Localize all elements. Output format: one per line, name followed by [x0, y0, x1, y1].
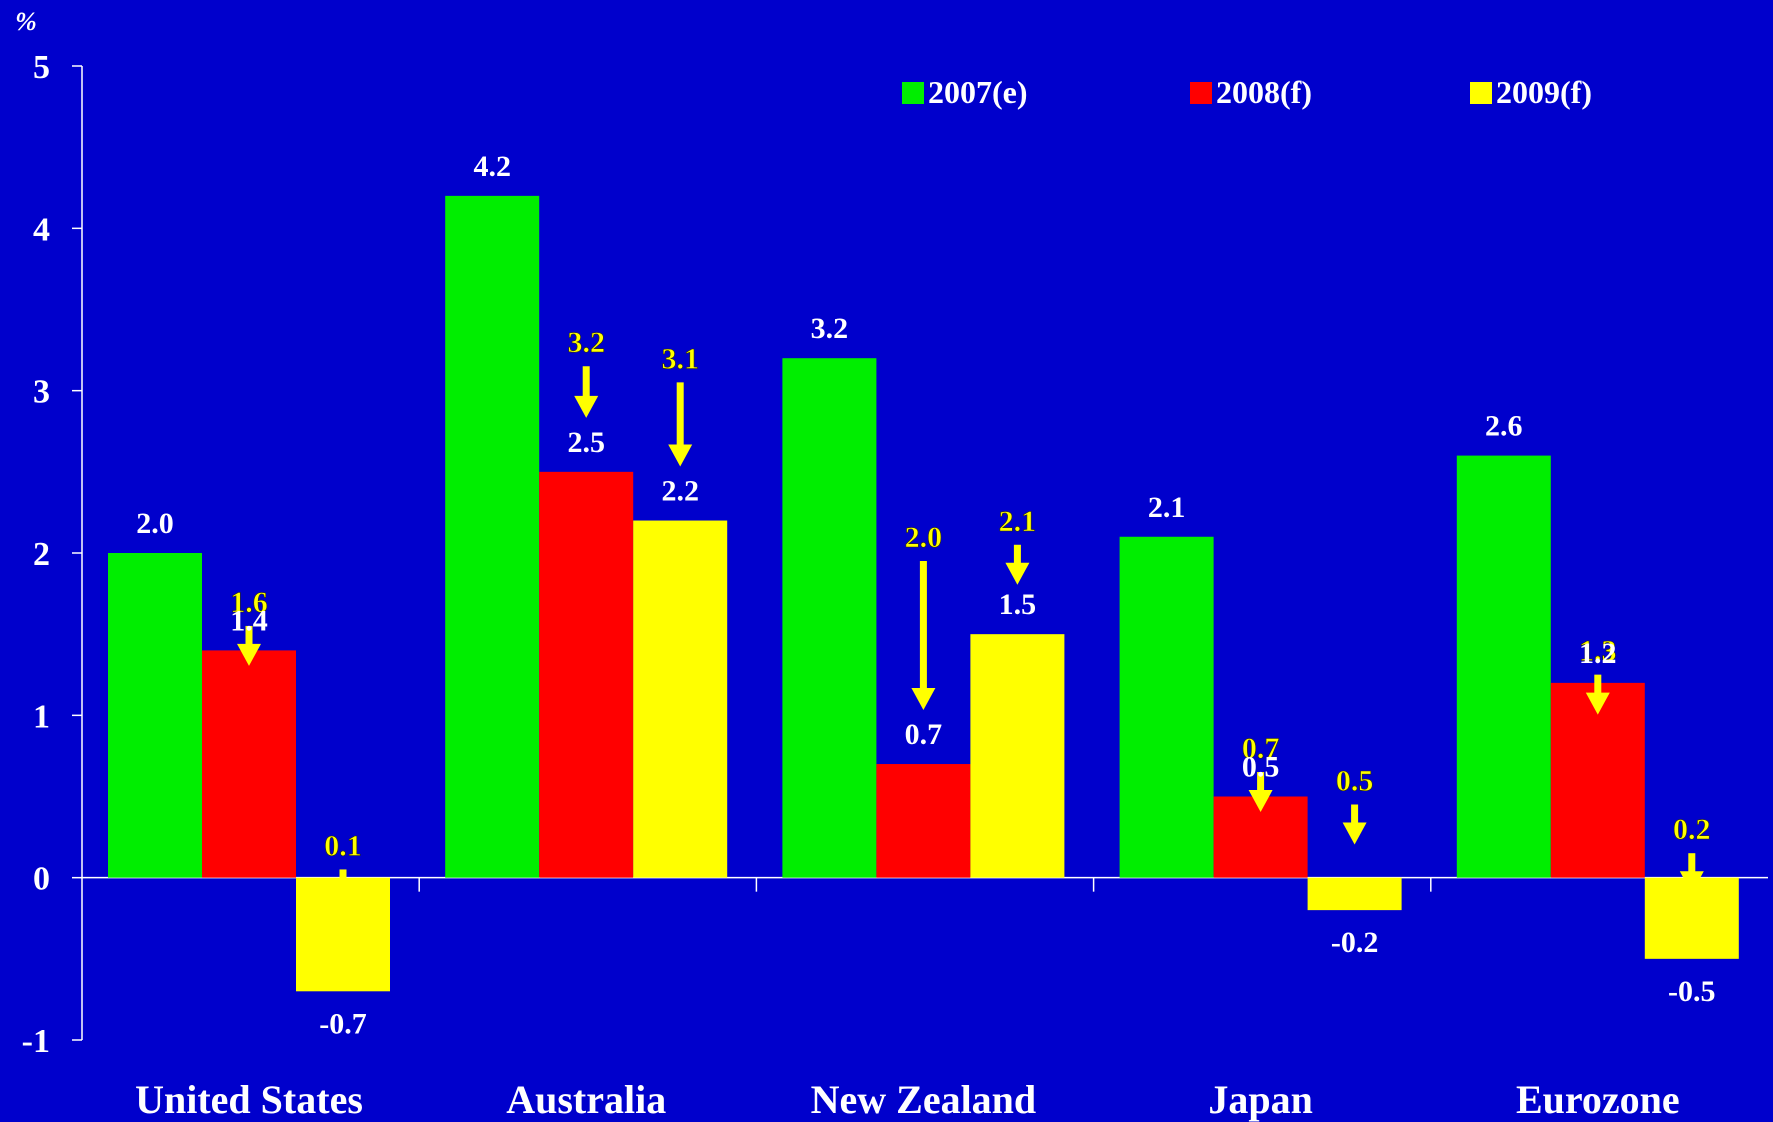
data-label: 4.2 — [473, 150, 511, 183]
y-axis-label: % — [15, 7, 37, 36]
previous-forecast-label: 1.6 — [230, 586, 268, 619]
revision-arrow-head — [331, 887, 355, 910]
y-tick-label: 2 — [33, 536, 50, 573]
revision-arrow-head — [574, 395, 599, 418]
y-tick-label: -1 — [22, 1023, 50, 1060]
bar — [445, 195, 540, 878]
data-label: 1.2 — [1579, 637, 1617, 670]
bar — [1456, 455, 1551, 878]
revision-arrow-head — [1248, 790, 1273, 813]
bar — [1307, 877, 1402, 911]
legend-label: 2009(f) — [1496, 74, 1592, 110]
previous-forecast-label: 0.2 — [1673, 813, 1711, 846]
bar — [539, 471, 634, 878]
x-tick-label: New Zealand — [811, 1077, 1037, 1122]
x-tick-label: Japan — [1208, 1077, 1313, 1122]
x-tick-label: Australia — [506, 1077, 666, 1122]
data-label: 2.1 — [1148, 491, 1186, 524]
data-label: 2.2 — [661, 475, 699, 508]
revision-arrow-head — [668, 444, 693, 467]
legend-swatch — [1470, 82, 1492, 104]
data-label: -0.7 — [319, 1007, 367, 1040]
revision-arrow-head — [911, 688, 936, 711]
data-label: 2.6 — [1485, 410, 1523, 443]
legend-swatch — [902, 82, 924, 104]
data-label: 3.2 — [811, 312, 849, 345]
previous-forecast-label: 0.1 — [324, 829, 362, 862]
previous-forecast-label: 1.3 — [1579, 635, 1617, 668]
bars — [108, 195, 1739, 992]
y-tick-label: 4 — [33, 211, 50, 248]
y-tick-label: 5 — [33, 49, 50, 86]
data-label: 0.5 — [1242, 751, 1280, 784]
data-label: 2.0 — [136, 507, 174, 540]
revision-arrow-head — [1679, 871, 1704, 894]
revision-annotations: 1.60.13.2 3.12.0 2.10.70.51.30.2 — [230, 326, 1711, 910]
previous-forecast-label: 3.1 — [661, 342, 699, 375]
data-label: 1.4 — [230, 604, 268, 637]
data-label: 2.5 — [567, 426, 605, 459]
legend-label: 2007(e) — [928, 74, 1028, 110]
legend: 2007(e) 2008(f) 2009(f) — [902, 74, 1592, 110]
previous-forecast-label: 0.5 — [1336, 765, 1374, 798]
bar — [970, 634, 1065, 878]
revision-arrow-head — [1005, 562, 1030, 585]
bar — [782, 358, 877, 878]
axes: -1 0 1 2 3 4 5% United States Australia New Zeala… — [15, 7, 1768, 1122]
y-tick-label: 3 — [33, 374, 50, 411]
x-tick-label: Eurozone — [1516, 1077, 1680, 1122]
data-label: -0.5 — [1668, 975, 1716, 1008]
bar — [1550, 682, 1645, 878]
revision-arrow-head — [1342, 822, 1367, 845]
legend-label: 2008(f) — [1216, 74, 1312, 110]
data-label: 1.5 — [999, 588, 1037, 621]
y-tick-label: 1 — [33, 698, 50, 735]
bar — [202, 650, 296, 878]
legend-swatch — [1190, 82, 1212, 104]
bar — [876, 764, 971, 878]
data-label: 0.7 — [905, 718, 943, 751]
data-labels: 2.04.23.22.12.61.42.50.70.51.2-0.72.21.5… — [136, 150, 1715, 1040]
previous-forecast-label: 0.7 — [1242, 732, 1280, 765]
revision-arrow-head — [237, 643, 261, 666]
y-tick-label: 0 — [33, 861, 50, 898]
revision-arrow-head — [1585, 692, 1610, 715]
previous-forecast-label: 2.1 — [999, 505, 1037, 538]
bar — [108, 553, 202, 878]
x-tick-label: United States — [135, 1077, 363, 1122]
bar — [1119, 536, 1214, 878]
previous-forecast-label: 2.0 — [905, 521, 943, 554]
bar — [633, 520, 728, 878]
previous-forecast-label: 3.2 — [567, 326, 605, 359]
data-label: -0.2 — [1331, 926, 1379, 959]
